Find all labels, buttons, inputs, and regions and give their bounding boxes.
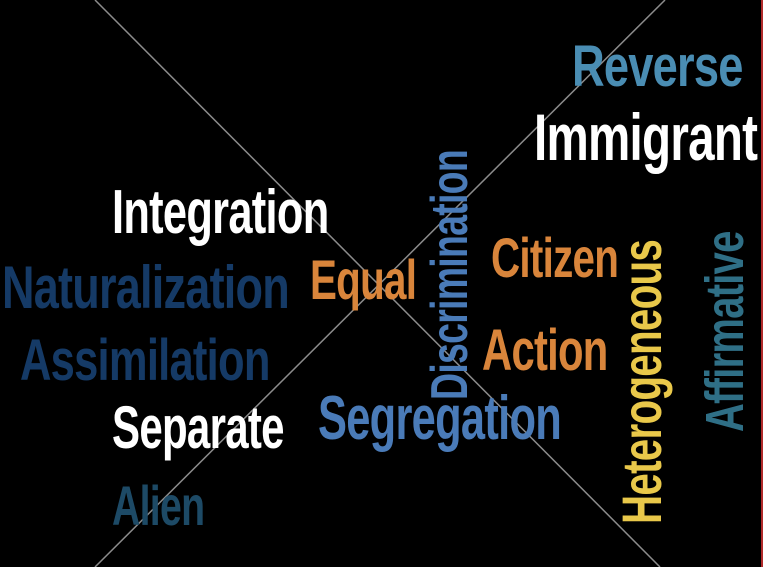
word-equal: Equal [310,248,417,311]
word-heterogeneous: Heterogeneous [610,239,673,524]
word-separate: Separate [112,394,285,461]
word-naturalization: Naturalization [2,254,290,321]
word-affirmative: Affirmative [695,231,755,432]
right-edge-border [761,0,763,567]
word-discrimination: Discrimination [421,150,479,400]
word-reverse: Reverse [572,34,743,99]
word-integration: Integration [112,178,329,247]
word-immigrant: Immigrant [534,100,758,174]
word-citizen: Citizen [491,226,619,289]
word-assimilation: Assimilation [20,328,270,393]
word-alien: Alien [112,474,205,537]
word-segregation: Segregation [318,384,562,453]
word-action: Action [482,318,608,383]
